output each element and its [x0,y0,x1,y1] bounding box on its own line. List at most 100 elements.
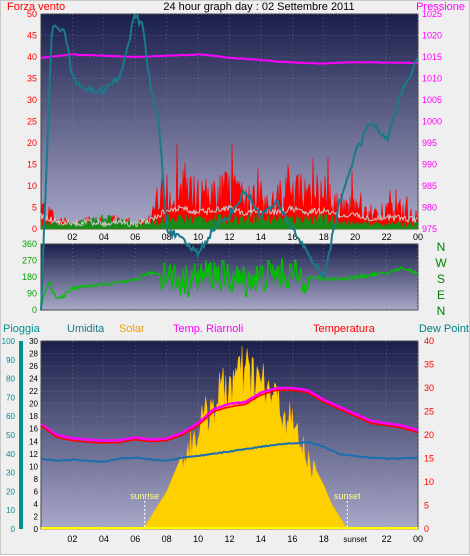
y-left-tick-label: 25 [27,117,37,127]
humidity-tick-label: 10 [29,462,38,471]
humidity-tick-label: 24 [29,375,38,384]
pressure-series [40,53,419,65]
y-left-tick-label: 35 [27,74,37,84]
direction-tick-label: 90 [27,289,37,299]
humidity-tick-label: 28 [29,350,38,359]
x-tick-label: 18 [319,534,329,544]
rain-tick-label: 90 [6,356,15,365]
x-tick-label: 08 [162,534,172,544]
x-tick-label: 06 [130,534,140,544]
x-tick-label: 00 [413,232,423,242]
temperature-tick-label: 35 [424,360,434,370]
temperature-series [40,389,419,444]
x-tick-label: 14 [256,232,266,242]
x-tick-label: 22 [382,232,392,242]
humidity-tick-label: 12 [29,450,38,459]
temperature-tick-label: 0 [424,524,429,534]
rain-tick-label: 30 [6,469,15,478]
heat-index-series [40,386,419,442]
humidity-tick-label: 16 [29,425,38,434]
y-right-tick-label: 995 [422,138,437,148]
humidity-tick-label: 6 [34,487,39,496]
dew-point-series [40,440,419,463]
wind-direction-series [40,258,419,305]
compass-letter: S [437,272,445,286]
humidity-tick-label: 4 [34,500,39,509]
humidity-tick-label: 22 [29,387,38,396]
solar-label: Solar [119,323,145,335]
temperature-label: Temperatura [313,323,376,335]
y-right-tick-label: 1000 [422,117,442,127]
wind-axis-title: Forza vento [7,1,65,13]
y-left-tick-label: 5 [32,203,37,213]
x-tick-label: 22 [382,534,392,544]
rain-tick-label: 40 [6,450,15,459]
humidity-tick-label: 30 [29,337,38,346]
y-left-tick-label: 40 [27,52,37,62]
direction-tick-label: 0 [32,305,37,315]
y-right-tick-label: 975 [422,224,437,234]
y-right-tick-label: 1015 [422,52,442,62]
wind-gust-series [40,204,418,228]
x-tick-label: 12 [224,232,234,242]
temperature-tick-label: 5 [424,501,429,511]
y-left-tick-label: 20 [27,138,37,148]
x-tick-label: 02 [67,534,77,544]
y-right-tick-label: 1005 [422,95,442,105]
rain-tick-label: 50 [6,431,15,440]
humidity-tick-label: 26 [29,362,38,371]
x-tick-label: 06 [130,232,140,242]
x-tick-label: 18 [319,232,329,242]
direction-tick-label: 270 [22,256,37,266]
x-tick-label: 14 [256,534,266,544]
rain-axis-bar [19,341,23,529]
temperature-tick-label: 30 [424,383,434,393]
y-right-tick-label: 990 [422,160,437,170]
x-tick-label: sunset [343,535,367,544]
x-tick-label: 04 [99,534,109,544]
x-tick-label: 10 [193,232,203,242]
compass-letter: E [437,288,445,302]
humidity-tick-label: 18 [29,412,38,421]
temperature-tick-label: 25 [424,407,434,417]
x-tick-label: 08 [162,232,172,242]
y-right-tick-label: 1020 [422,31,442,41]
compass-letter: W [435,256,447,270]
x-tick-label: 16 [287,534,297,544]
x-tick-label: 00 [413,534,423,544]
chart-title: 24 hour graph day : 02 Settembre 2011 [163,1,354,13]
rain-tick-label: 60 [6,412,15,421]
x-tick-label: 12 [224,534,234,544]
x-tick-label: 04 [99,232,109,242]
x-tick-label: 20 [350,232,360,242]
y-left-tick-label: 0 [32,224,37,234]
x-tick-label: 16 [287,232,297,242]
heat-index-label: Temp. Riarnoli [173,323,243,335]
direction-tick-label: 180 [22,272,37,282]
rain-tick-label: 20 [6,487,15,496]
temperature-tick-label: 20 [424,430,434,440]
compass-letter: N [437,304,446,318]
y-right-tick-label: 1010 [422,74,442,84]
y-left-tick-label: 15 [27,160,37,170]
humidity-tick-label: 14 [29,437,38,446]
sunset-label: sunset [334,491,361,501]
rain-tick-label: 100 [2,337,16,346]
pressure-axis-title: Pressione [416,1,465,13]
y-left-tick-label: 50 [27,9,37,19]
compass-letter: N [437,240,446,254]
y-right-tick-label: 980 [422,203,437,213]
humidity-tick-label: 20 [29,400,38,409]
y-left-tick-label: 45 [27,31,37,41]
direction-tick-label: 360 [22,239,37,249]
humidity-tick-label: 0 [34,525,39,534]
x-tick-label: 02 [67,232,77,242]
humidity-tick-label: 2 [34,512,39,521]
x-tick-label: 10 [193,534,203,544]
y-left-tick-label: 10 [27,181,37,191]
temperature-tick-label: 40 [424,336,434,346]
sunrise-label: sunrise [130,491,159,501]
rain-label: Pioggia [3,323,41,335]
